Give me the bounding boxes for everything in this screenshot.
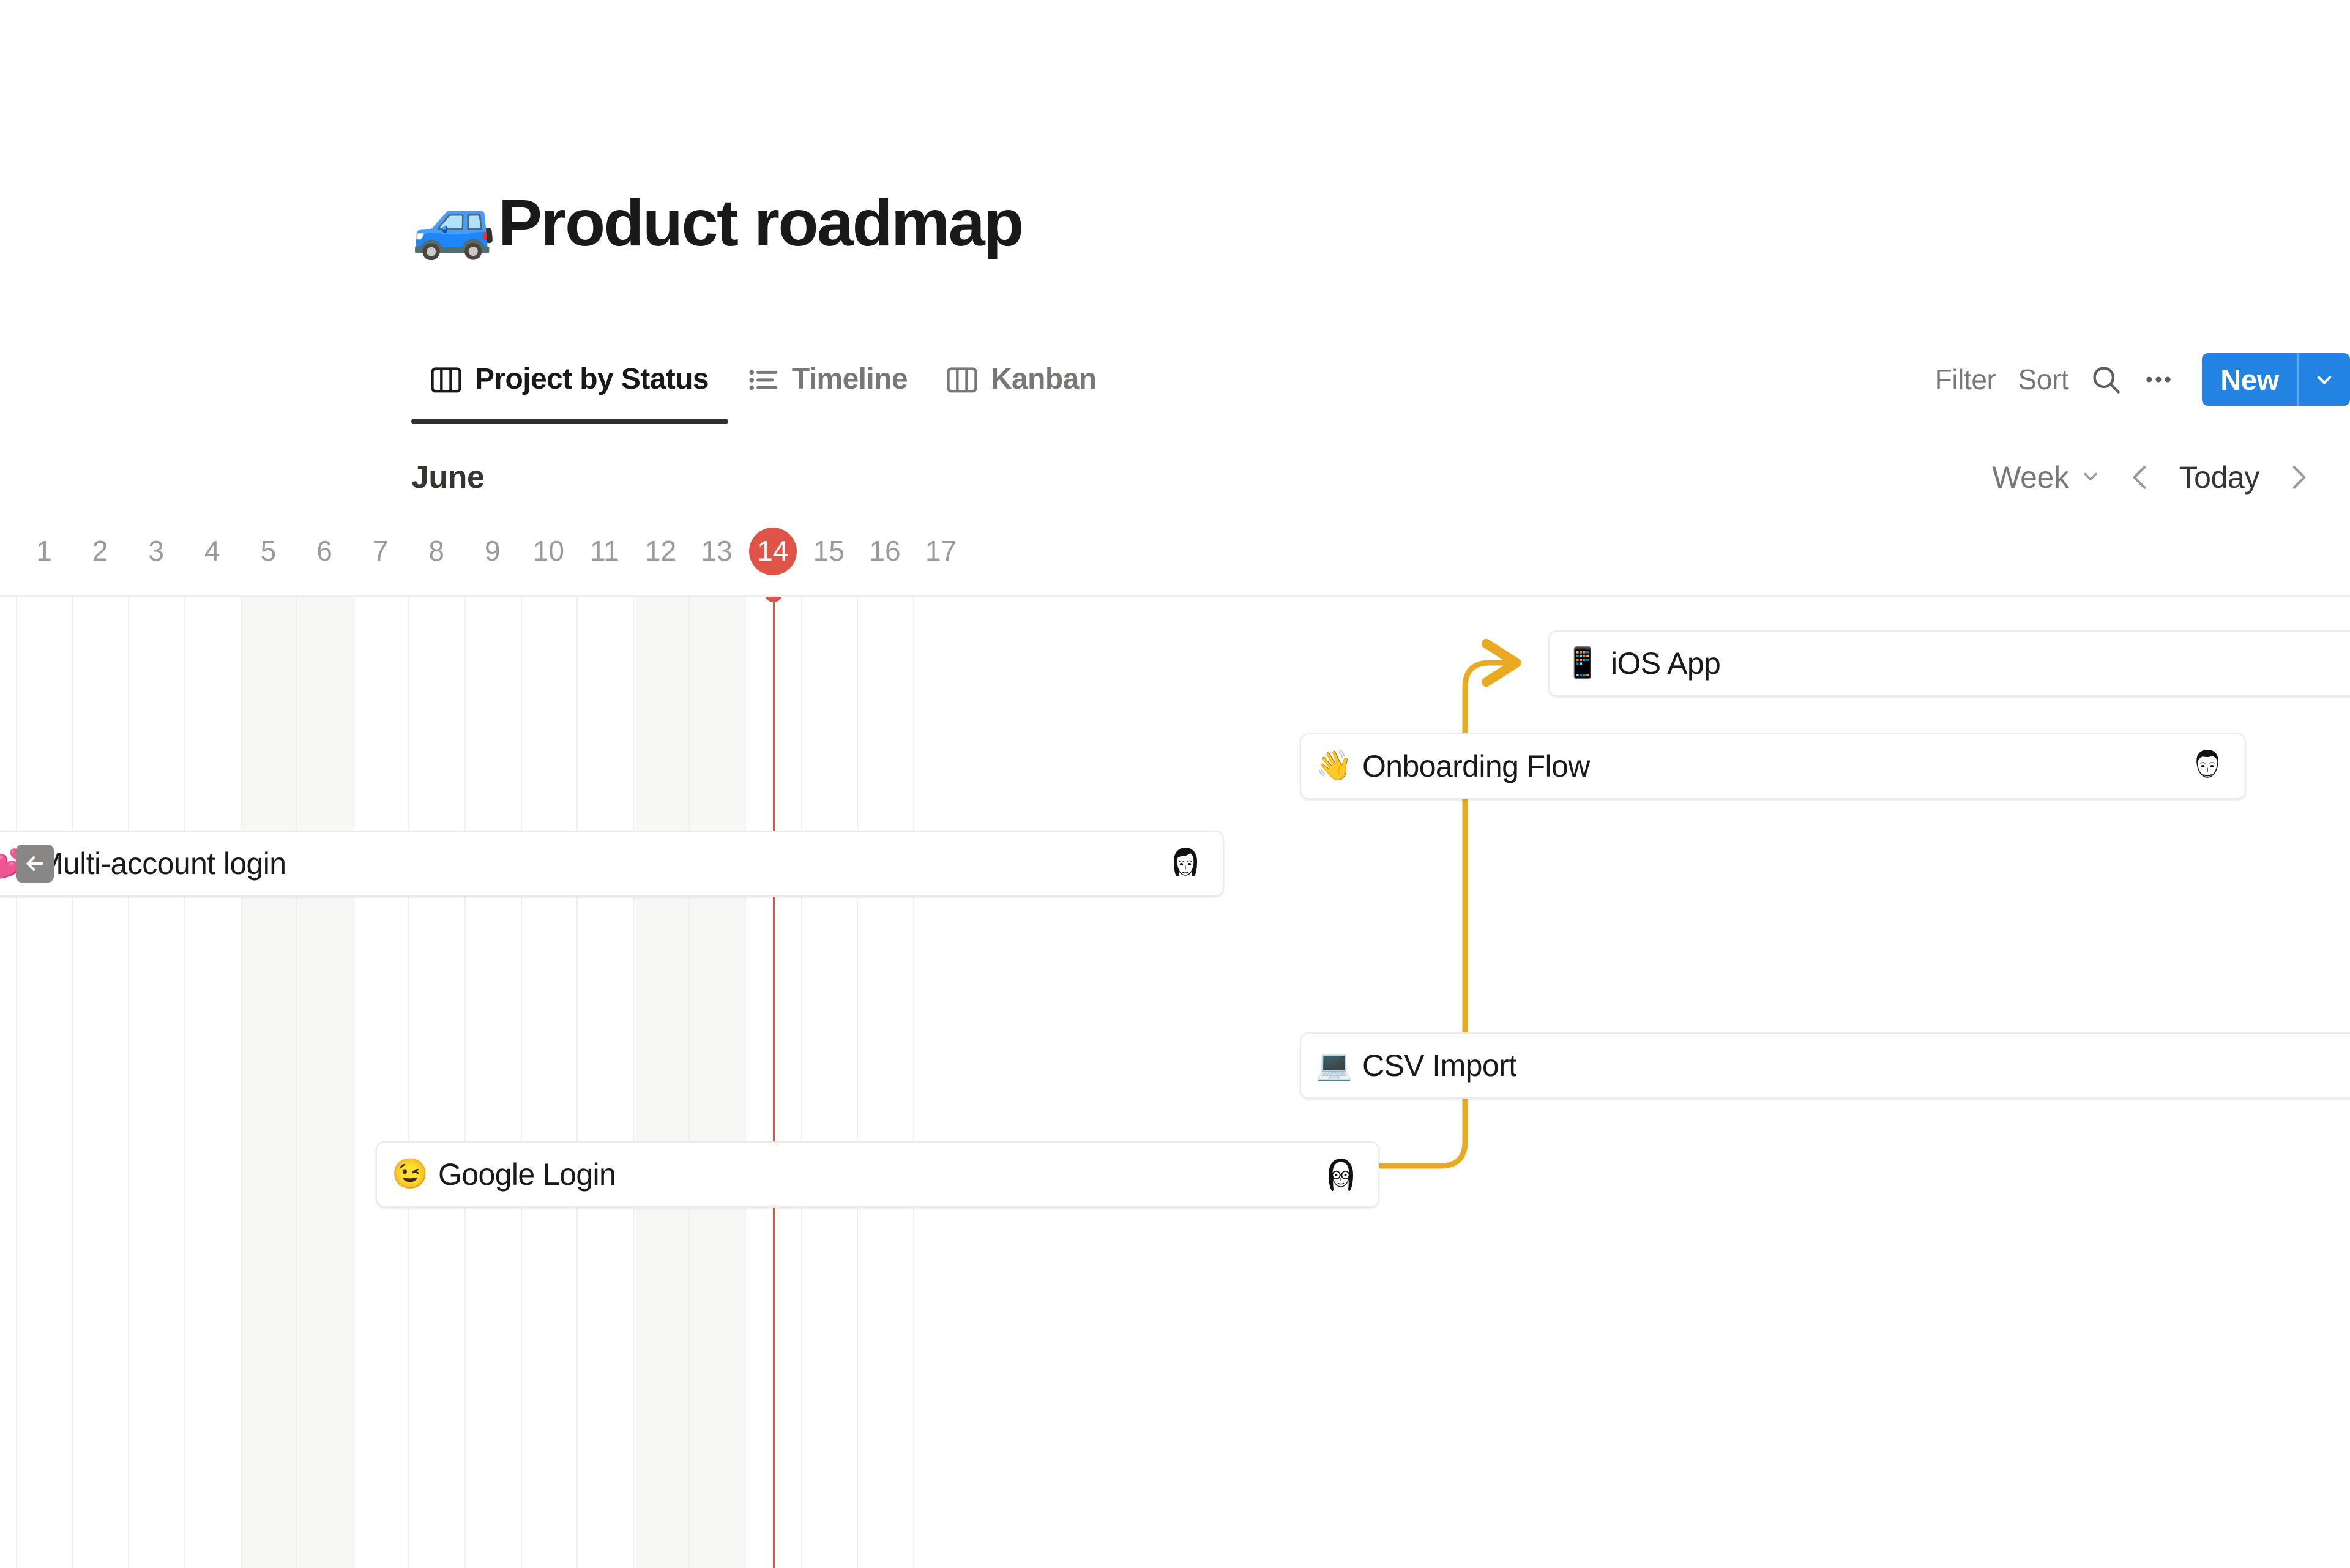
card-title: iOS App	[1611, 646, 1721, 681]
grid-line	[184, 597, 185, 1568]
tab-timeline[interactable]: Timeline	[728, 330, 927, 428]
avatar[interactable]	[2185, 744, 2230, 789]
day-number: 17	[925, 535, 957, 567]
zoom-level-select[interactable]: Week	[1981, 460, 2114, 495]
today-badge	[748, 528, 797, 575]
scroll-to-start-badge[interactable]	[16, 845, 54, 883]
day-number: 5	[260, 535, 277, 567]
chevron-down-icon	[2078, 463, 2103, 492]
timeline-card-google-login[interactable]: 😉 Google Login	[376, 1141, 1379, 1208]
arrow-left-icon	[26, 856, 43, 871]
grid-line	[352, 597, 354, 1568]
grid-line	[912, 597, 914, 1568]
minibus-emoji[interactable]: 🚙	[411, 184, 497, 261]
timeline-card-onboarding-flow[interactable]: 👋 Onboarding Flow	[1300, 733, 2246, 799]
chevron-left-icon[interactable]	[2114, 451, 2167, 504]
waving-hand-emoji: 👋	[1316, 750, 1352, 782]
card-title: Multi-account login	[38, 846, 286, 881]
grid-line	[16, 597, 18, 1568]
weekend-column	[688, 597, 745, 1568]
chevron-down-icon[interactable]	[2299, 353, 2350, 406]
day-number: 8	[428, 535, 444, 567]
tab-label: Project by Status	[475, 363, 709, 395]
list-icon	[748, 366, 778, 393]
laptop-emoji: 💻	[1316, 1049, 1352, 1081]
grid-line	[632, 597, 634, 1568]
day-number: 15	[813, 535, 845, 567]
grid-line	[296, 597, 298, 1568]
timeline-card-ios-app[interactable]: 📱 iOS App	[1548, 630, 2350, 696]
weekend-column	[240, 597, 297, 1568]
new-button[interactable]: New	[2220, 363, 2279, 396]
timeline-canvas[interactable]: 📱 iOS App 👋 Onboarding Flow 💕Multi-account l…	[0, 595, 2350, 1568]
view-actions: Filter Sort New	[1924, 353, 2350, 406]
grid-line	[128, 597, 130, 1568]
grid-line	[240, 597, 242, 1568]
month-label: June	[411, 460, 485, 495]
grid-line	[857, 597, 859, 1568]
day-number: 14	[757, 535, 789, 567]
date-ruler: 1 2 3 4 5 6 7 8 9 10 11 12 13 14 15 16 17	[0, 526, 2350, 575]
tab-label: Kanban	[990, 363, 1097, 395]
today-button[interactable]: Today	[2179, 460, 2260, 495]
day-number: 7	[372, 535, 389, 567]
grid-line	[72, 597, 73, 1568]
board-icon	[947, 366, 977, 393]
grid-line	[520, 597, 522, 1568]
day-number: 11	[590, 535, 619, 567]
avatar[interactable]	[1163, 841, 1208, 886]
day-number: 10	[532, 535, 564, 567]
more-horizontal-icon[interactable]	[2132, 353, 2185, 406]
search-icon[interactable]	[2080, 353, 2132, 406]
day-number: 6	[316, 535, 332, 567]
view-toolbar: Project by Status Timeline Kanban Filter…	[0, 330, 2350, 428]
tab-kanban[interactable]: Kanban	[927, 330, 1116, 428]
day-number: 4	[204, 535, 220, 567]
day-number: 16	[869, 535, 901, 567]
day-number: 13	[701, 535, 733, 567]
table-icon	[431, 366, 461, 393]
timeline-controls: June Week Today	[0, 428, 2350, 526]
zoom-level-label: Week	[1992, 460, 2069, 495]
card-title: Onboarding Flow	[1362, 749, 1590, 783]
sort-button[interactable]: Sort	[2018, 364, 2069, 395]
chevron-right-icon[interactable]	[2272, 451, 2324, 504]
page-title[interactable]: Product roadmap	[498, 185, 1024, 260]
grid-line	[745, 597, 746, 1568]
timeline-card-multi-account-login[interactable]: 💕Multi-account login	[0, 831, 1224, 897]
card-title: CSV Import	[1362, 1048, 1517, 1083]
mobile-phone-emoji: 📱	[1564, 647, 1601, 679]
card-title: Google Login	[438, 1157, 616, 1192]
today-marker-dot	[764, 597, 783, 602]
page-header: 🚙 Product roadmap	[411, 146, 1024, 301]
day-number: 3	[148, 535, 164, 567]
day-number: 9	[485, 535, 501, 567]
avatar[interactable]	[1318, 1152, 1363, 1197]
day-number: 1	[36, 535, 52, 567]
weekend-column	[632, 597, 689, 1568]
new-button-group: New	[2202, 353, 2350, 406]
filter-button[interactable]: Filter	[1934, 364, 1996, 395]
grid-line	[576, 597, 578, 1568]
view-tabs: Project by Status Timeline Kanban	[411, 330, 1116, 428]
grid-line	[800, 597, 802, 1568]
new-button-divider	[2297, 353, 2299, 406]
timeline-card-csv-import[interactable]: 💻 CSV Import	[1300, 1032, 2350, 1099]
grid-line	[688, 597, 690, 1568]
day-number: 2	[92, 535, 108, 567]
winking-face-emoji: 😉	[392, 1158, 428, 1190]
today-line	[772, 597, 775, 1568]
grid-line	[408, 597, 410, 1568]
weekend-column	[296, 597, 352, 1568]
tab-label: Timeline	[791, 363, 908, 395]
tab-project-by-status[interactable]: Project by Status	[411, 330, 728, 428]
day-number: 12	[645, 535, 677, 567]
grid-line	[464, 597, 466, 1568]
